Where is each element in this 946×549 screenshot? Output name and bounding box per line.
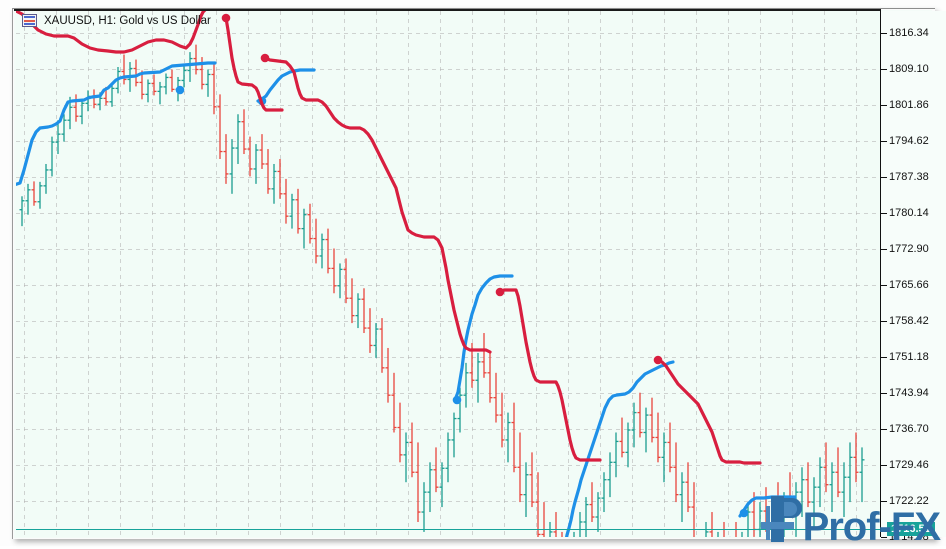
price-axis-label: 1765.66 <box>889 280 929 291</box>
watermark-text: Prof-FX <box>803 510 940 544</box>
trend-indicator-layer <box>16 11 880 537</box>
bullish-reversal-dot <box>176 86 185 95</box>
price-axis-label: 1816.34 <box>889 28 929 39</box>
price-axis-tick <box>881 33 887 34</box>
price-axis-tick <box>881 141 887 142</box>
bullish-reversal-dot <box>740 509 749 518</box>
price-axis-label: 1758.42 <box>889 316 929 327</box>
trend-line-segment <box>258 70 314 101</box>
bullish-reversal-dot <box>453 396 462 405</box>
trend-line-segment <box>265 58 490 352</box>
bearish-reversal-dot <box>261 54 270 63</box>
chart-top-border <box>14 9 881 11</box>
price-axis-tick <box>881 321 887 322</box>
price-axis-tick <box>881 249 887 250</box>
price-axis-label: 1780.14 <box>889 208 929 219</box>
trend-line-segment <box>500 290 600 460</box>
trend-line-segment <box>565 362 673 537</box>
price-axis-tick <box>881 393 887 394</box>
price-axis-tick <box>881 69 887 70</box>
current-price-line <box>16 529 881 530</box>
chart-title-row: XAUUSD, H1: Gold vs US Dollar <box>22 14 211 27</box>
price-axis-label: 1729.46 <box>889 460 929 471</box>
bearish-reversal-dot <box>496 288 505 297</box>
price-axis-tick <box>881 357 887 358</box>
trend-line-segment <box>455 276 512 400</box>
price-axis-label: 1809.10 <box>889 64 929 75</box>
price-axis-tick <box>881 177 887 178</box>
price-axis-tick <box>881 465 887 466</box>
trend-line-segment <box>658 360 760 463</box>
trend-line-segment <box>226 18 282 110</box>
price-axis-label: 1787.38 <box>889 172 929 183</box>
price-axis-label: 1736.70 <box>889 424 929 435</box>
chart-plot-area[interactable] <box>16 11 881 537</box>
price-axis-label: 1743.94 <box>889 388 929 399</box>
price-axis-tick <box>881 213 887 214</box>
bearish-reversal-dot <box>654 356 663 365</box>
price-axis-tick <box>881 285 887 286</box>
page-title: XAUUSD, H1: Gold vs US Dollar <box>44 15 211 27</box>
price-axis-label: 1801.86 <box>889 100 929 111</box>
trend-line-segment <box>16 63 215 185</box>
price-axis-tick <box>881 105 887 106</box>
price-axis-label: 1772.90 <box>889 244 929 255</box>
prof-fx-logo-icon <box>757 492 803 544</box>
price-axis-tick <box>881 429 887 430</box>
chart-window-icon <box>22 14 37 27</box>
watermark: Prof-FX <box>757 492 940 544</box>
bearish-reversal-dot <box>222 14 231 23</box>
price-axis[interactable]: 1816.34 1809.10 1801.86 1794.62 1787.38 1780.… <box>881 11 946 537</box>
price-axis-label: 1751.18 <box>889 352 929 363</box>
price-axis-label: 1794.62 <box>889 136 929 147</box>
